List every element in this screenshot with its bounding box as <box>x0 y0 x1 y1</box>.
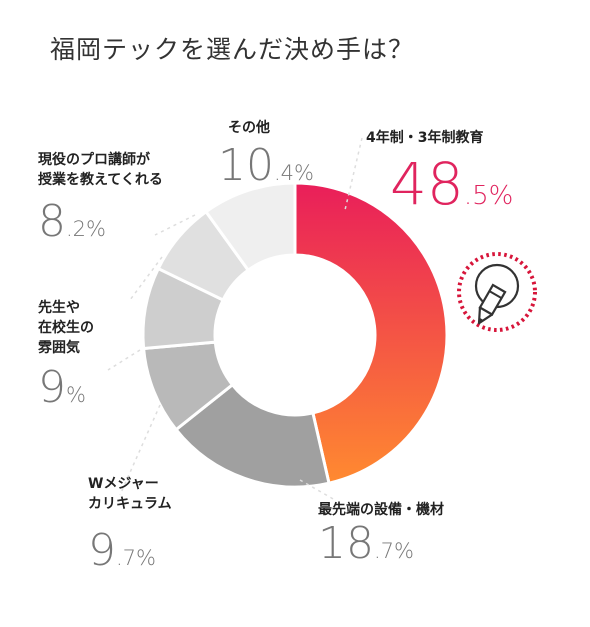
leader-line-4 <box>129 256 163 301</box>
leader-line-3 <box>107 349 141 371</box>
leader-line-5 <box>154 214 196 236</box>
pencil-icon <box>477 283 507 325</box>
donut-slice-0 <box>293 181 449 485</box>
slice-label-1: 最先端の設備・機材 <box>318 500 444 520</box>
slice-value-integer: 48 <box>390 150 464 218</box>
slice-label-4: 現役のプロ講師が 授業を教えてくれる <box>38 150 163 190</box>
slice-label-2: Wメジャーカリキュラム <box>88 474 172 514</box>
slice-label-line: Wメジャー <box>88 476 159 492</box>
chart-title: 福岡テックを選んだ決め手は？ <box>50 35 415 64</box>
slice-label-5: その他 <box>228 118 270 138</box>
slice-value-integer: 8 <box>38 196 66 247</box>
slice-value-1: 18.7% <box>318 518 414 569</box>
slice-value-decimal: .7% <box>116 546 156 570</box>
slice-label-0: 4年制・3年制教育 <box>366 128 483 148</box>
slice-value-decimal: .4% <box>274 161 314 185</box>
slice-label-line: 在校生の <box>38 320 94 336</box>
slice-label-line: 4年制・3年制教育 <box>366 130 484 146</box>
leader-line-0 <box>344 137 363 211</box>
donut-slice-5 <box>203 181 297 273</box>
slice-value-integer: 10 <box>218 140 274 191</box>
slice-value-integer: 9 <box>88 525 116 576</box>
slice-value-4: 8.2% <box>38 196 106 247</box>
slice-label-line: 授業を教えてくれる <box>38 172 163 188</box>
slice-value-3: 9% <box>38 362 86 413</box>
slice-label-line: 最先端の設備・機材 <box>318 502 444 518</box>
slice-value-integer: 18 <box>318 518 374 569</box>
lightbulb-pencil-icon <box>457 252 537 332</box>
slice-value-2: 9.7% <box>88 525 156 576</box>
slice-value-integer: 9 <box>38 362 66 413</box>
slice-label-line: その他 <box>228 120 270 136</box>
slice-label-line: カリキュラム <box>88 496 172 512</box>
slice-value-0: 48.5% <box>390 150 513 218</box>
slice-value-decimal: .5% <box>463 181 514 211</box>
slice-value-decimal: % <box>66 383 86 407</box>
slice-value-5: 10.4% <box>218 140 314 191</box>
slice-label-line: 雰囲気 <box>38 340 80 356</box>
slice-value-decimal: .2% <box>66 217 106 241</box>
slice-value-decimal: .7% <box>374 539 414 563</box>
icon-ring <box>457 252 537 332</box>
slice-label-line: 先生や <box>38 300 80 316</box>
leader-line-2 <box>119 404 161 496</box>
slice-label-3: 先生や在校生の雰囲気 <box>38 298 94 358</box>
slice-label-line: 現役のプロ講師が <box>38 152 150 168</box>
